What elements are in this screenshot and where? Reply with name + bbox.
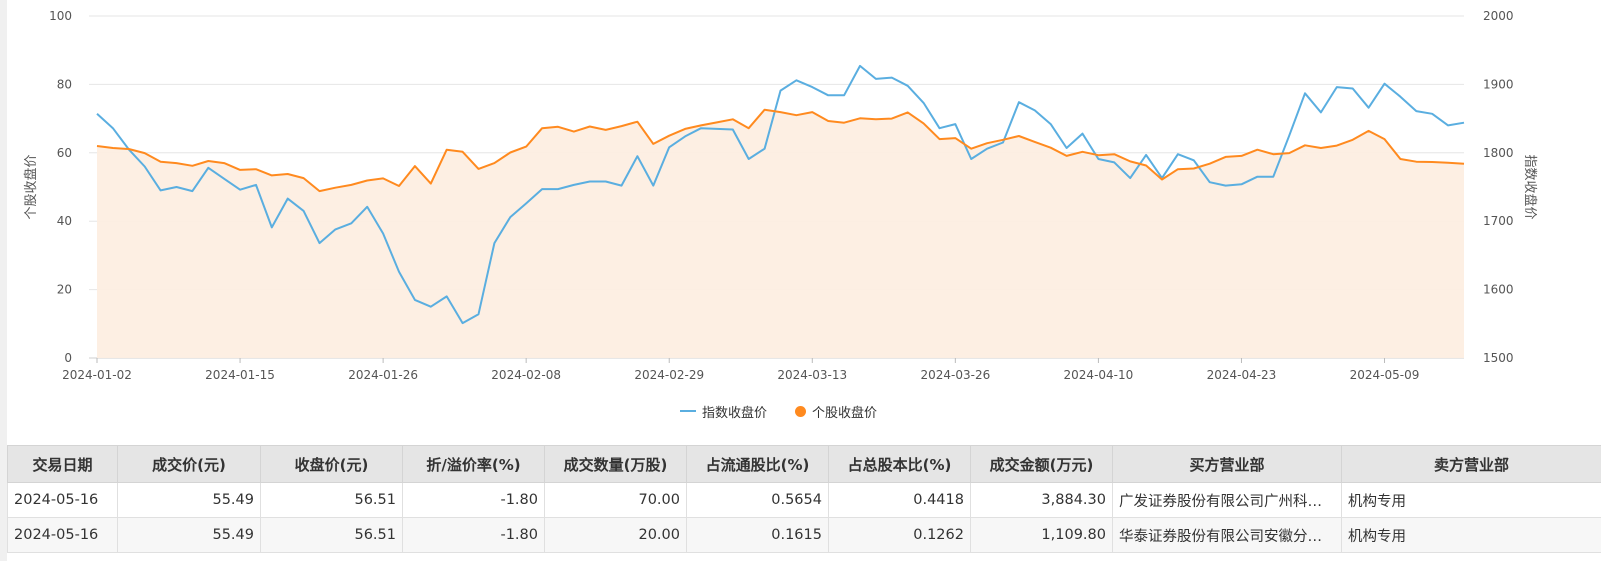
y-left-tick-label: 0 [64,351,72,365]
cell-total-ratio: 0.1262 [828,517,971,553]
y-left-title: 个股收盘价 [23,154,39,219]
left-border [0,0,7,561]
chart-axes: 0 1500 20 1600 40 1700 60 1800 80 1900 100 2000 2024… [23,9,1538,382]
stock-close-line [96,108,1465,193]
legend-line-icon [680,410,696,412]
legend-label-stock: 个股收盘价 [812,405,878,421]
x-tick-label: 2024-05-09 [1350,368,1420,382]
cell-deal-price: 55.49 [117,517,261,553]
y-left-tick-label: 80 [57,77,72,91]
chart-legend: 指数收盘价 个股收盘价 [0,401,1601,421]
header-premium-rate[interactable]: 折/溢价率(%) [402,445,545,483]
header-close-price[interactable]: 收盘价(元) [260,445,403,483]
table-header-row: 交易日期 成交价(元) 收盘价(元) 折/溢价率(%) 成交数量(万股) 占流通… [7,445,1601,483]
cell-float-ratio: 0.5654 [686,482,829,518]
cell-total-ratio: 0.4418 [828,482,971,518]
cell-buyer[interactable]: 广发证券股份有限公司广州科… [1112,482,1342,518]
x-tick-label: 2024-01-15 [205,368,275,382]
cell-close-price: 56.51 [260,482,403,518]
header-trade-date[interactable]: 交易日期 [7,445,118,483]
y-right-title: 指数收盘价 [1522,154,1538,219]
cell-premium-rate: -1.80 [402,482,545,518]
header-float-ratio[interactable]: 占流通股比(%) [686,445,829,483]
table-row: 2024-05-16 55.49 56.51 -1.80 20.00 0.161… [7,517,1601,553]
x-tick-label: 2024-01-02 [62,368,132,382]
cell-trade-date: 2024-05-16 [7,482,118,518]
x-tick-label: 2024-04-10 [1064,368,1134,382]
cell-amount: 3,884.30 [970,482,1113,518]
y-right-tick-label: 1700 [1483,214,1514,228]
legend-item-stock[interactable]: 个股收盘价 [795,401,877,421]
y-left-tick-label: 100 [49,9,72,23]
stock-area-layer [97,109,1464,358]
cell-seller: 机构专用 [1341,517,1601,553]
legend-item-index[interactable]: 指数收盘价 [680,401,767,421]
price-chart-panel: 0 1500 20 1600 40 1700 60 1800 80 1900 100 2000 2024… [0,9,1601,421]
legend-label-index: 指数收盘价 [702,405,768,421]
cell-amount: 1,109.80 [970,517,1113,553]
header-seller[interactable]: 卖方营业部 [1341,445,1601,483]
stock-price-area [97,109,1464,358]
table-row: 2024-05-16 55.49 56.51 -1.80 70.00 0.565… [7,482,1601,518]
cell-buyer[interactable]: 华泰证券股份有限公司安徽分… [1112,517,1342,553]
header-total-ratio[interactable]: 占总股本比(%) [828,445,971,483]
price-chart: 0 1500 20 1600 40 1700 60 1800 80 1900 100 2000 2024… [23,9,1538,382]
index-close-line [96,64,1465,325]
cell-seller: 机构专用 [1341,482,1601,518]
cell-float-ratio: 0.1615 [686,517,829,553]
cell-close-price: 56.51 [260,517,403,553]
y-right-tick-label: 1600 [1483,283,1514,297]
x-tick-label: 2024-03-26 [920,368,990,382]
series-layer [96,64,1465,325]
y-right-tick-label: 1900 [1483,77,1514,91]
header-buyer[interactable]: 买方营业部 [1112,445,1342,483]
cell-trade-date: 2024-05-16 [7,517,118,553]
y-right-tick-label: 1500 [1483,351,1514,365]
header-volume[interactable]: 成交数量(万股) [544,445,687,483]
header-amount[interactable]: 成交金额(万元) [970,445,1113,483]
y-left-tick-label: 20 [57,283,72,297]
y-right-tick-label: 1800 [1483,146,1514,160]
y-right-tick-label: 2000 [1483,9,1514,23]
cell-volume: 70.00 [544,482,687,518]
x-tick-label: 2024-04-23 [1207,368,1277,382]
cell-deal-price: 55.49 [117,482,261,518]
y-left-tick-label: 60 [57,146,72,160]
x-tick-label: 2024-01-26 [348,368,418,382]
block-trade-table: 交易日期 成交价(元) 收盘价(元) 折/溢价率(%) 成交数量(万股) 占流通… [7,445,1601,553]
x-tick-label: 2024-02-29 [634,368,704,382]
legend-dot-icon [795,405,806,417]
y-left-tick-label: 40 [57,214,72,228]
cell-volume: 20.00 [544,517,687,553]
header-deal-price[interactable]: 成交价(元) [117,445,261,483]
x-tick-label: 2024-02-08 [491,368,561,382]
cell-premium-rate: -1.80 [402,517,545,553]
x-tick-label: 2024-03-13 [777,368,847,382]
